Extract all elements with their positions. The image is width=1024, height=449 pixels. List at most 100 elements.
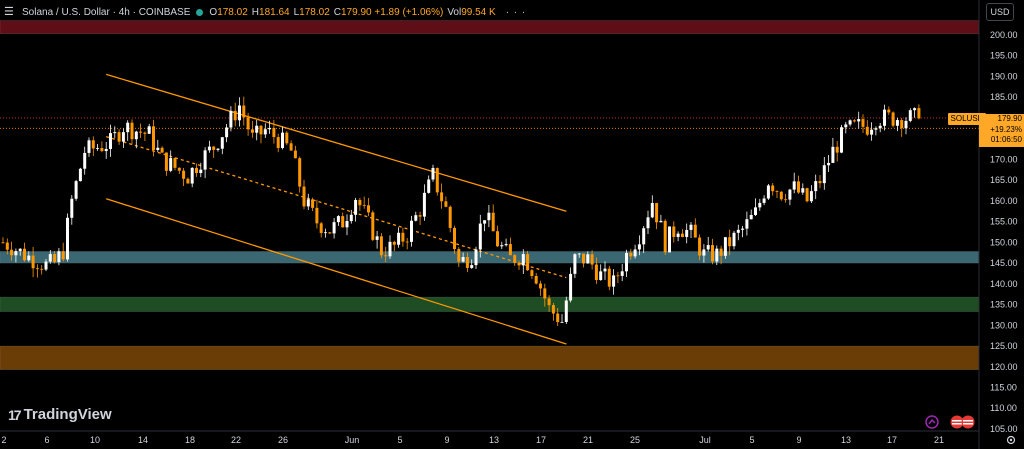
- candle-body: [831, 146, 835, 163]
- candle-body: [594, 264, 598, 281]
- zone-resistance: [0, 20, 980, 35]
- candle-body: [156, 147, 160, 150]
- candle-body: [388, 241, 392, 257]
- hamburger-icon[interactable]: ☰: [4, 6, 14, 18]
- candle-body: [444, 201, 448, 207]
- candle-body: [711, 245, 714, 262]
- candle-body: [246, 117, 250, 130]
- candle-body: [160, 147, 164, 153]
- candle-body: [848, 120, 852, 125]
- candle-body: [422, 192, 426, 217]
- candle-body: [27, 255, 31, 261]
- candle-body: [835, 146, 839, 153]
- candle-body: [908, 110, 912, 121]
- ohlc-high-value: 181.64: [259, 6, 290, 18]
- candle-body: [732, 232, 736, 247]
- candle-body: [195, 167, 198, 174]
- candle-body: [487, 212, 491, 221]
- candle-body: [655, 203, 659, 223]
- candle-body: [268, 127, 272, 130]
- channel-upper-line: [106, 73, 567, 212]
- candle-body: [177, 167, 181, 171]
- candle-body: [121, 132, 125, 142]
- ohlc-low-label: L: [293, 6, 300, 18]
- candle-body: [91, 140, 95, 149]
- candle-body: [117, 132, 121, 142]
- price-tick-label: 185.00: [990, 92, 1018, 102]
- candle-body: [491, 212, 495, 232]
- candle-body: [319, 223, 323, 233]
- candle-body: [745, 219, 749, 229]
- flags-icon[interactable]: [948, 414, 978, 430]
- candle-body: [435, 167, 439, 193]
- candle-body: [547, 298, 551, 306]
- candle-body: [672, 226, 676, 237]
- currency-button[interactable]: USD: [986, 3, 1014, 21]
- purple-replay-icon[interactable]: [924, 414, 940, 430]
- candle-body: [281, 132, 284, 148]
- candle-body: [186, 178, 190, 184]
- price-tick-label: 160.00: [990, 196, 1018, 206]
- candle-body: [315, 207, 319, 224]
- price-tick-label: 135.00: [990, 300, 1018, 310]
- ohlc-open-value: 178.02: [217, 6, 248, 18]
- candle-body: [878, 125, 882, 129]
- candle-body: [534, 275, 538, 284]
- time-tick-label: 5: [397, 435, 402, 445]
- candle-body: [689, 224, 693, 230]
- price-tick-label: 155.00: [990, 217, 1018, 227]
- candle-body: [190, 167, 194, 184]
- candle-body: [650, 203, 654, 218]
- tradingview-logo[interactable]: 17 TradingView: [8, 406, 112, 423]
- candle-body: [625, 252, 628, 272]
- candle-body: [126, 122, 130, 133]
- price-tick-label: 190.00: [990, 71, 1018, 81]
- candle-body: [392, 241, 396, 245]
- horizontal-lines-layer: [0, 117, 979, 129]
- channel-lower-line: [106, 198, 567, 345]
- candle-body: [603, 268, 607, 272]
- candle-body: [685, 229, 689, 237]
- candle-body: [324, 232, 327, 234]
- candle-body: [427, 179, 431, 193]
- price-tick-label: 200.00: [990, 30, 1018, 40]
- candle-body: [87, 140, 91, 153]
- candle-body: [913, 108, 917, 111]
- gear-icon[interactable]: [1005, 434, 1017, 446]
- candle-body: [728, 237, 732, 247]
- symbol-title: Solana / U.S. Dollar · 4h · COINBASE: [22, 6, 191, 18]
- symbol-legend[interactable]: ☰ Solana / U.S. Dollar · 4h · COINBASE O…: [4, 2, 526, 22]
- candle-body: [354, 199, 358, 215]
- time-tick-label: 22: [231, 435, 241, 445]
- bar-countdown: 01:06:50: [990, 135, 1022, 144]
- candle-body: [766, 185, 770, 199]
- candle-body: [109, 133, 112, 149]
- candle-body: [238, 105, 241, 121]
- candle-body: [216, 148, 220, 150]
- time-tick-label: 21: [934, 435, 944, 445]
- candle-body: [5, 242, 9, 250]
- candle-body: [599, 271, 603, 281]
- candle-body: [680, 233, 684, 237]
- candle-body: [676, 233, 680, 237]
- volume-value: 99.54 K: [461, 6, 496, 18]
- time-tick-label: 17: [536, 435, 546, 445]
- zone-layer: [0, 20, 980, 370]
- candle-body: [478, 223, 482, 250]
- time-tick-label: 9: [444, 435, 449, 445]
- ohlc-low-value: 178.02: [299, 6, 330, 18]
- candle-body: [440, 192, 444, 202]
- candle-body: [797, 181, 800, 193]
- candle-body: [771, 185, 775, 192]
- time-tick-label: 9: [796, 435, 801, 445]
- more-options-icon[interactable]: · · ·: [505, 6, 527, 18]
- candle-body: [40, 268, 44, 270]
- candle-body: [526, 254, 530, 271]
- candle-body: [229, 110, 233, 128]
- candle-body: [311, 199, 315, 208]
- candle-body: [78, 168, 82, 182]
- candle-body: [543, 288, 547, 299]
- candle-body: [500, 245, 504, 247]
- candle-body: [521, 254, 525, 266]
